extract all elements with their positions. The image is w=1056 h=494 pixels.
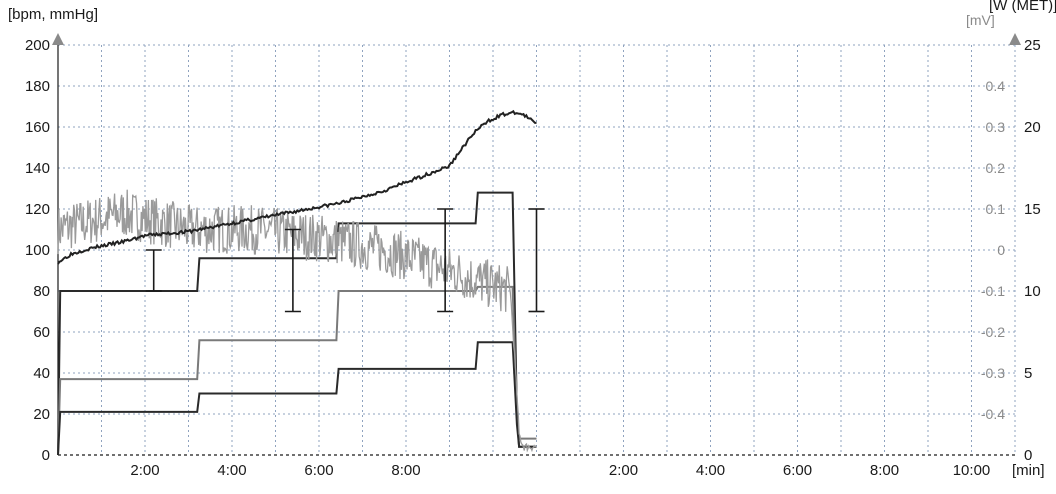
y-mv-tick-label: -0.4 [981,406,1005,422]
step-series-step-21-56 [57,341,537,456]
y-left-tick-label: 180 [25,78,50,95]
x-tick-label: 4:00 [696,462,725,479]
left-axis-arrow-icon [52,33,64,45]
y-mv-tick-label: 0.1 [986,201,1006,217]
bp-marker [528,208,545,313]
x-tick-label: 10:00 [953,462,991,479]
right-axis-arrow-icon [1009,33,1021,45]
y-left-tick-label: 20 [33,406,50,423]
y-left-tick-label: 100 [25,242,50,259]
heart-rate-trace [57,109,537,265]
x-tick-label: 2:00 [609,462,638,479]
y-w-tick-label: 0 [1024,447,1032,464]
y-left-tick-label: 40 [33,365,50,382]
y-mv-tick-label: 0.2 [986,160,1006,176]
x-tick-label: 8:00 [870,462,899,479]
y-left-tick-label: 200 [25,37,50,54]
bp-marker [437,208,454,313]
y-mv-tick-label: 0 [997,242,1005,258]
x-tick-label: 4:00 [217,462,246,479]
st-level-trace [57,189,537,453]
y-left-tick-label: 140 [25,160,50,177]
y-left-tick-label: 60 [33,324,50,341]
y-left-tick-label: 80 [33,283,50,300]
x-tick-label: 8:00 [391,462,420,479]
tick-labels: 0204060801001201401601802000.40.30.20.10… [25,37,1041,479]
y-w-tick-label: 15 [1024,201,1041,218]
bp-marker [145,249,162,292]
mv-axis-label: [mV] [966,12,995,28]
y-mv-tick-label: -0.1 [981,283,1005,299]
y-w-tick-label: 5 [1024,365,1032,382]
w-axis-label: [W (MET)] [989,0,1056,14]
x-tick-label: 2:00 [130,462,159,479]
y-mv-tick-label: 0.3 [986,119,1006,135]
series [57,109,545,456]
y-w-tick-label: 10 [1024,283,1041,300]
y-w-tick-label: 25 [1024,37,1041,54]
y-mv-tick-label: -0.2 [981,324,1005,340]
x-tick-label: 6:00 [783,462,812,479]
y-mv-tick-label: 0.4 [986,78,1006,94]
bp-marker [284,228,301,313]
y-left-tick-label: 120 [25,201,50,218]
x-unit-label: [min] [1012,462,1045,479]
y-mv-tick-label: -0.3 [981,365,1005,381]
y-left-tick-label: 160 [25,119,50,136]
x-tick-label: 6:00 [304,462,333,479]
left-axis-label: [bpm, mmHg] [8,6,98,23]
y-w-tick-label: 20 [1024,119,1041,136]
y-left-tick-label: 0 [42,447,50,464]
